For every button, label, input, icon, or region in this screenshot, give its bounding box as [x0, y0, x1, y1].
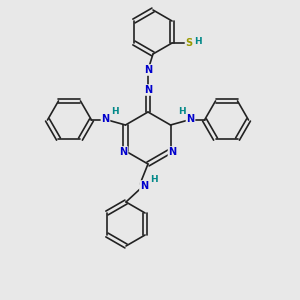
Text: N: N [144, 65, 152, 75]
Text: N: N [119, 147, 128, 157]
Text: H: H [150, 175, 158, 184]
Text: N: N [140, 181, 148, 191]
Text: N: N [169, 147, 177, 157]
Text: N: N [187, 114, 195, 124]
Text: H: H [178, 107, 185, 116]
Text: H: H [194, 38, 202, 46]
Text: H: H [111, 107, 118, 116]
Text: N: N [101, 114, 110, 124]
Text: N: N [144, 85, 152, 95]
Text: S: S [185, 38, 193, 48]
